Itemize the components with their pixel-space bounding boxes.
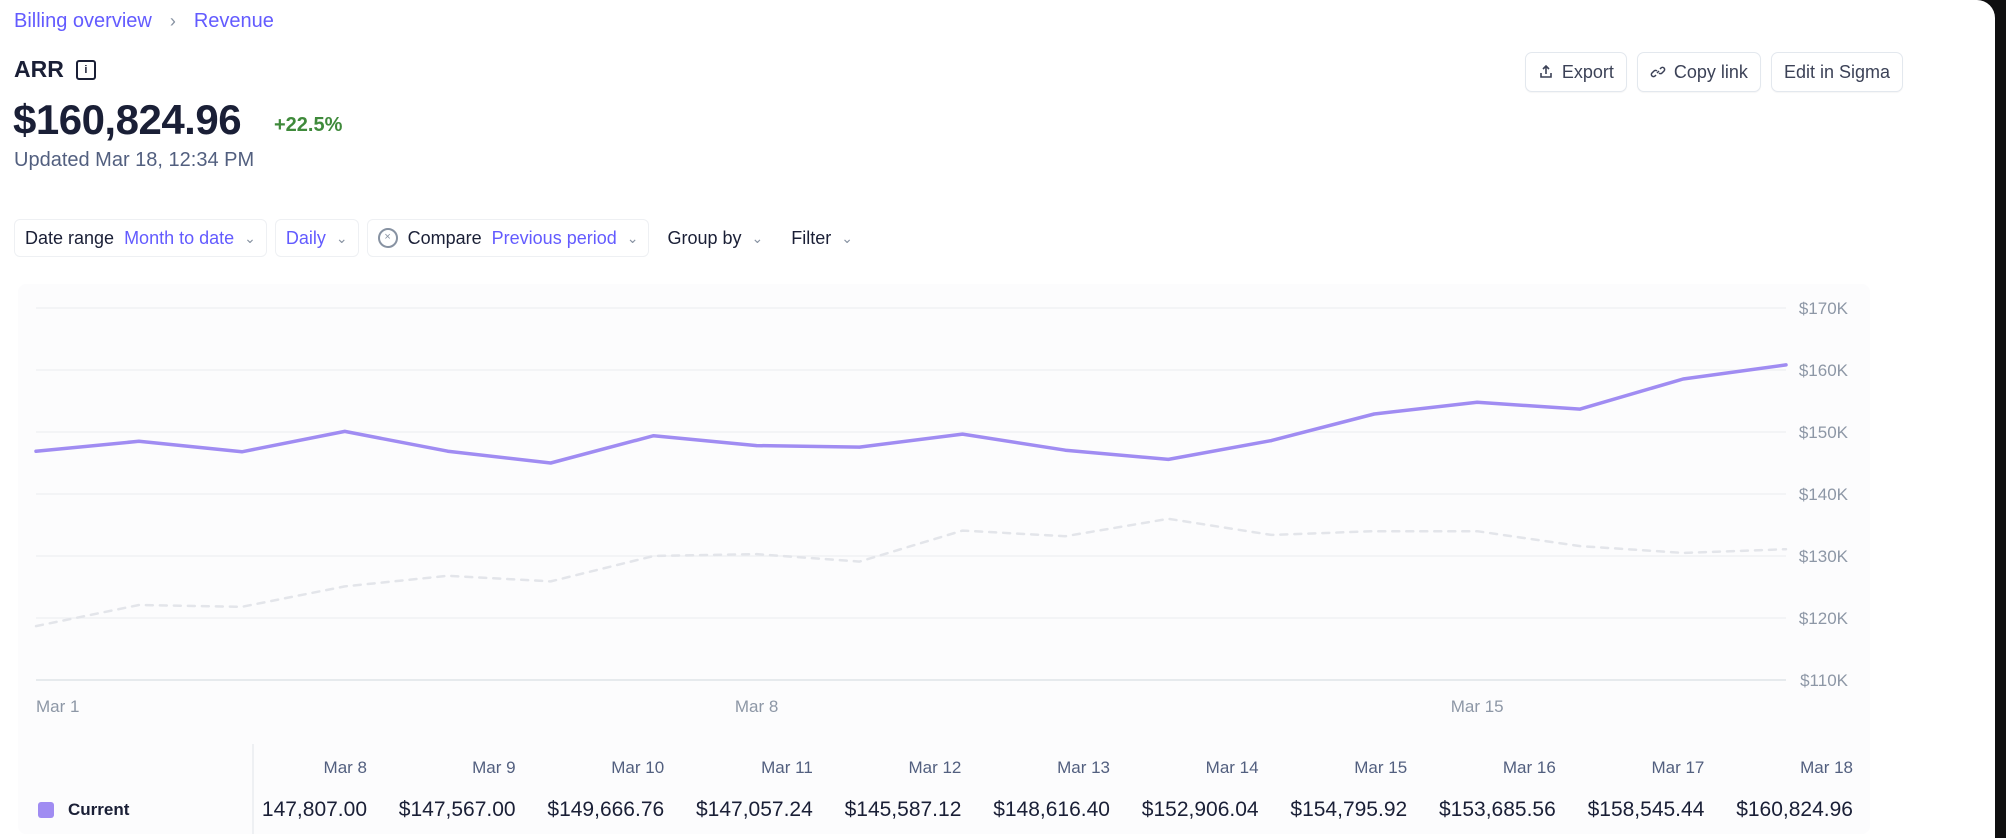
compare-value: Previous period [491, 227, 617, 248]
data-point [34, 449, 38, 453]
chevron-down-icon: ⌄ [841, 229, 853, 246]
data-point [137, 439, 141, 443]
x-tick-label: Mar 15 [1451, 697, 1504, 716]
values-table: Current Mar 8 147,807.00 Mar 9 $147,567.00 M… [20, 744, 1868, 834]
revenue-line-chart[interactable]: $170K $160K $150K $140K $130K $120K $110K Mar 1… [18, 284, 1870, 729]
data-point [652, 434, 656, 438]
table-cell-value: $145,587.12 [844, 798, 962, 821]
data-point [858, 445, 862, 449]
metric-change-badge: +22.5% [274, 114, 343, 136]
action-toolbar: Export Copy link Edit in Sigma [1524, 52, 1903, 92]
copy-link-button[interactable]: Copy link [1636, 52, 1761, 92]
y-tick-label: $110K [1800, 671, 1849, 690]
x-tick-label: Mar 8 [735, 697, 778, 716]
link-icon [1650, 66, 1666, 78]
chevron-down-icon: ⌄ [244, 229, 256, 246]
y-tick-label: $140K [1799, 485, 1849, 504]
table-column-header: Mar 17 [1651, 758, 1705, 777]
interval-value: Daily [285, 227, 326, 248]
data-point [1063, 448, 1067, 452]
interval-dropdown[interactable]: Daily ⌄ [274, 219, 359, 257]
table-cell-value: $154,795.92 [1290, 798, 1408, 821]
y-tick-label: $170K [1799, 299, 1849, 318]
updated-timestamp: Updated Mar 18, 12:34 PM [14, 149, 255, 171]
table-column-header: Mar 9 [472, 758, 516, 777]
data-point [549, 461, 553, 465]
data-point [1784, 363, 1788, 367]
date-range-value: Month to date [124, 227, 235, 248]
breadcrumb: Billing overview › Revenue [14, 10, 274, 33]
data-point [960, 432, 964, 436]
edit-in-sigma-label: Edit in Sigma [1783, 61, 1890, 82]
data-point [343, 429, 347, 433]
revenue-chart-card: $170K $160K $150K $140K $130K $120K $110K Mar 1… [18, 284, 1870, 834]
x-tick-label: Mar 1 [36, 697, 79, 716]
table-cell-value: $147,567.00 [398, 798, 516, 821]
data-point [446, 449, 450, 453]
table-cell-value: $160,824.96 [1736, 798, 1853, 821]
table-column-header: Mar 16 [1502, 758, 1556, 777]
group-by-label: Group by [667, 227, 742, 248]
data-point [1681, 377, 1685, 381]
chevron-right-icon: › [169, 11, 176, 31]
data-point [1166, 457, 1170, 461]
table-column-header: Mar 15 [1354, 758, 1408, 777]
data-point [1578, 407, 1582, 411]
table-divider [252, 744, 254, 834]
table-cell-value: $148,616.40 [993, 798, 1110, 821]
table-cell-value: $152,906.04 [1141, 798, 1259, 821]
export-button[interactable]: Export [1524, 52, 1627, 92]
y-tick-label: $150K [1799, 423, 1849, 442]
table-cell-value: $149,666.76 [547, 798, 665, 821]
legend-swatch [38, 802, 54, 818]
edit-in-sigma-button[interactable]: Edit in Sigma [1770, 52, 1903, 92]
date-range-label: Date range [25, 227, 115, 248]
clear-compare-icon[interactable]: × [377, 228, 398, 248]
filter-dropdown[interactable]: Filter ⌄ [781, 220, 863, 256]
data-point [240, 450, 244, 454]
data-point [1372, 412, 1376, 416]
y-tick-label: $160K [1799, 361, 1849, 380]
table-cell-value: $158,545.44 [1587, 798, 1705, 821]
table-cell-value: $153,685.56 [1439, 798, 1556, 821]
table-column-header: Mar 11 [761, 758, 813, 777]
page-title: ARR [14, 56, 64, 82]
compare-label: Compare [407, 227, 482, 248]
chevron-down-icon: ⌄ [335, 229, 348, 246]
copy-link-button-label: Copy link [1673, 61, 1748, 82]
table-column-header: Mar 13 [1057, 758, 1110, 777]
series-line-current [34, 363, 1788, 465]
table-column-header: Mar 10 [611, 758, 665, 777]
group-by-dropdown[interactable]: Group by ⌄ [657, 220, 774, 256]
info-icon[interactable]: i [75, 59, 96, 80]
export-button-label: Export [1561, 61, 1614, 82]
breadcrumb-link-billing-overview[interactable]: Billing overview [14, 10, 152, 32]
breadcrumb-link-revenue[interactable]: Revenue [193, 10, 274, 32]
legend-label: Current [68, 800, 130, 819]
export-icon [1540, 64, 1552, 78]
metric-value: $160,824.96 [13, 96, 242, 143]
data-point [1269, 439, 1273, 443]
metric-title-row: ARR i [14, 56, 96, 83]
chevron-down-icon: ⌄ [626, 229, 639, 246]
y-tick-label: $120K [1799, 609, 1849, 628]
table-cell-value: 147,807.00 [261, 798, 367, 821]
filter-label: Filter [791, 227, 832, 248]
chevron-down-icon: ⌄ [751, 229, 764, 246]
filter-bar: Date range Month to date ⌄ Daily ⌄ × Com… [14, 218, 863, 258]
date-range-filter[interactable]: Date range Month to date ⌄ [14, 219, 267, 257]
compare-filter[interactable]: × Compare Previous period ⌄ [366, 219, 650, 257]
table-column-header: Mar 14 [1205, 758, 1259, 777]
data-point [755, 444, 759, 448]
series-line-comparison [34, 517, 1788, 628]
table-cell-value: $147,057.24 [696, 798, 813, 821]
legend-current: Current [38, 800, 129, 820]
table-column-header: Mar 8 [323, 758, 367, 777]
table-column-header: Mar 18 [1800, 758, 1853, 777]
y-tick-label: $130K [1799, 547, 1849, 566]
data-point [1475, 400, 1479, 404]
table-column-header: Mar 12 [908, 758, 962, 777]
